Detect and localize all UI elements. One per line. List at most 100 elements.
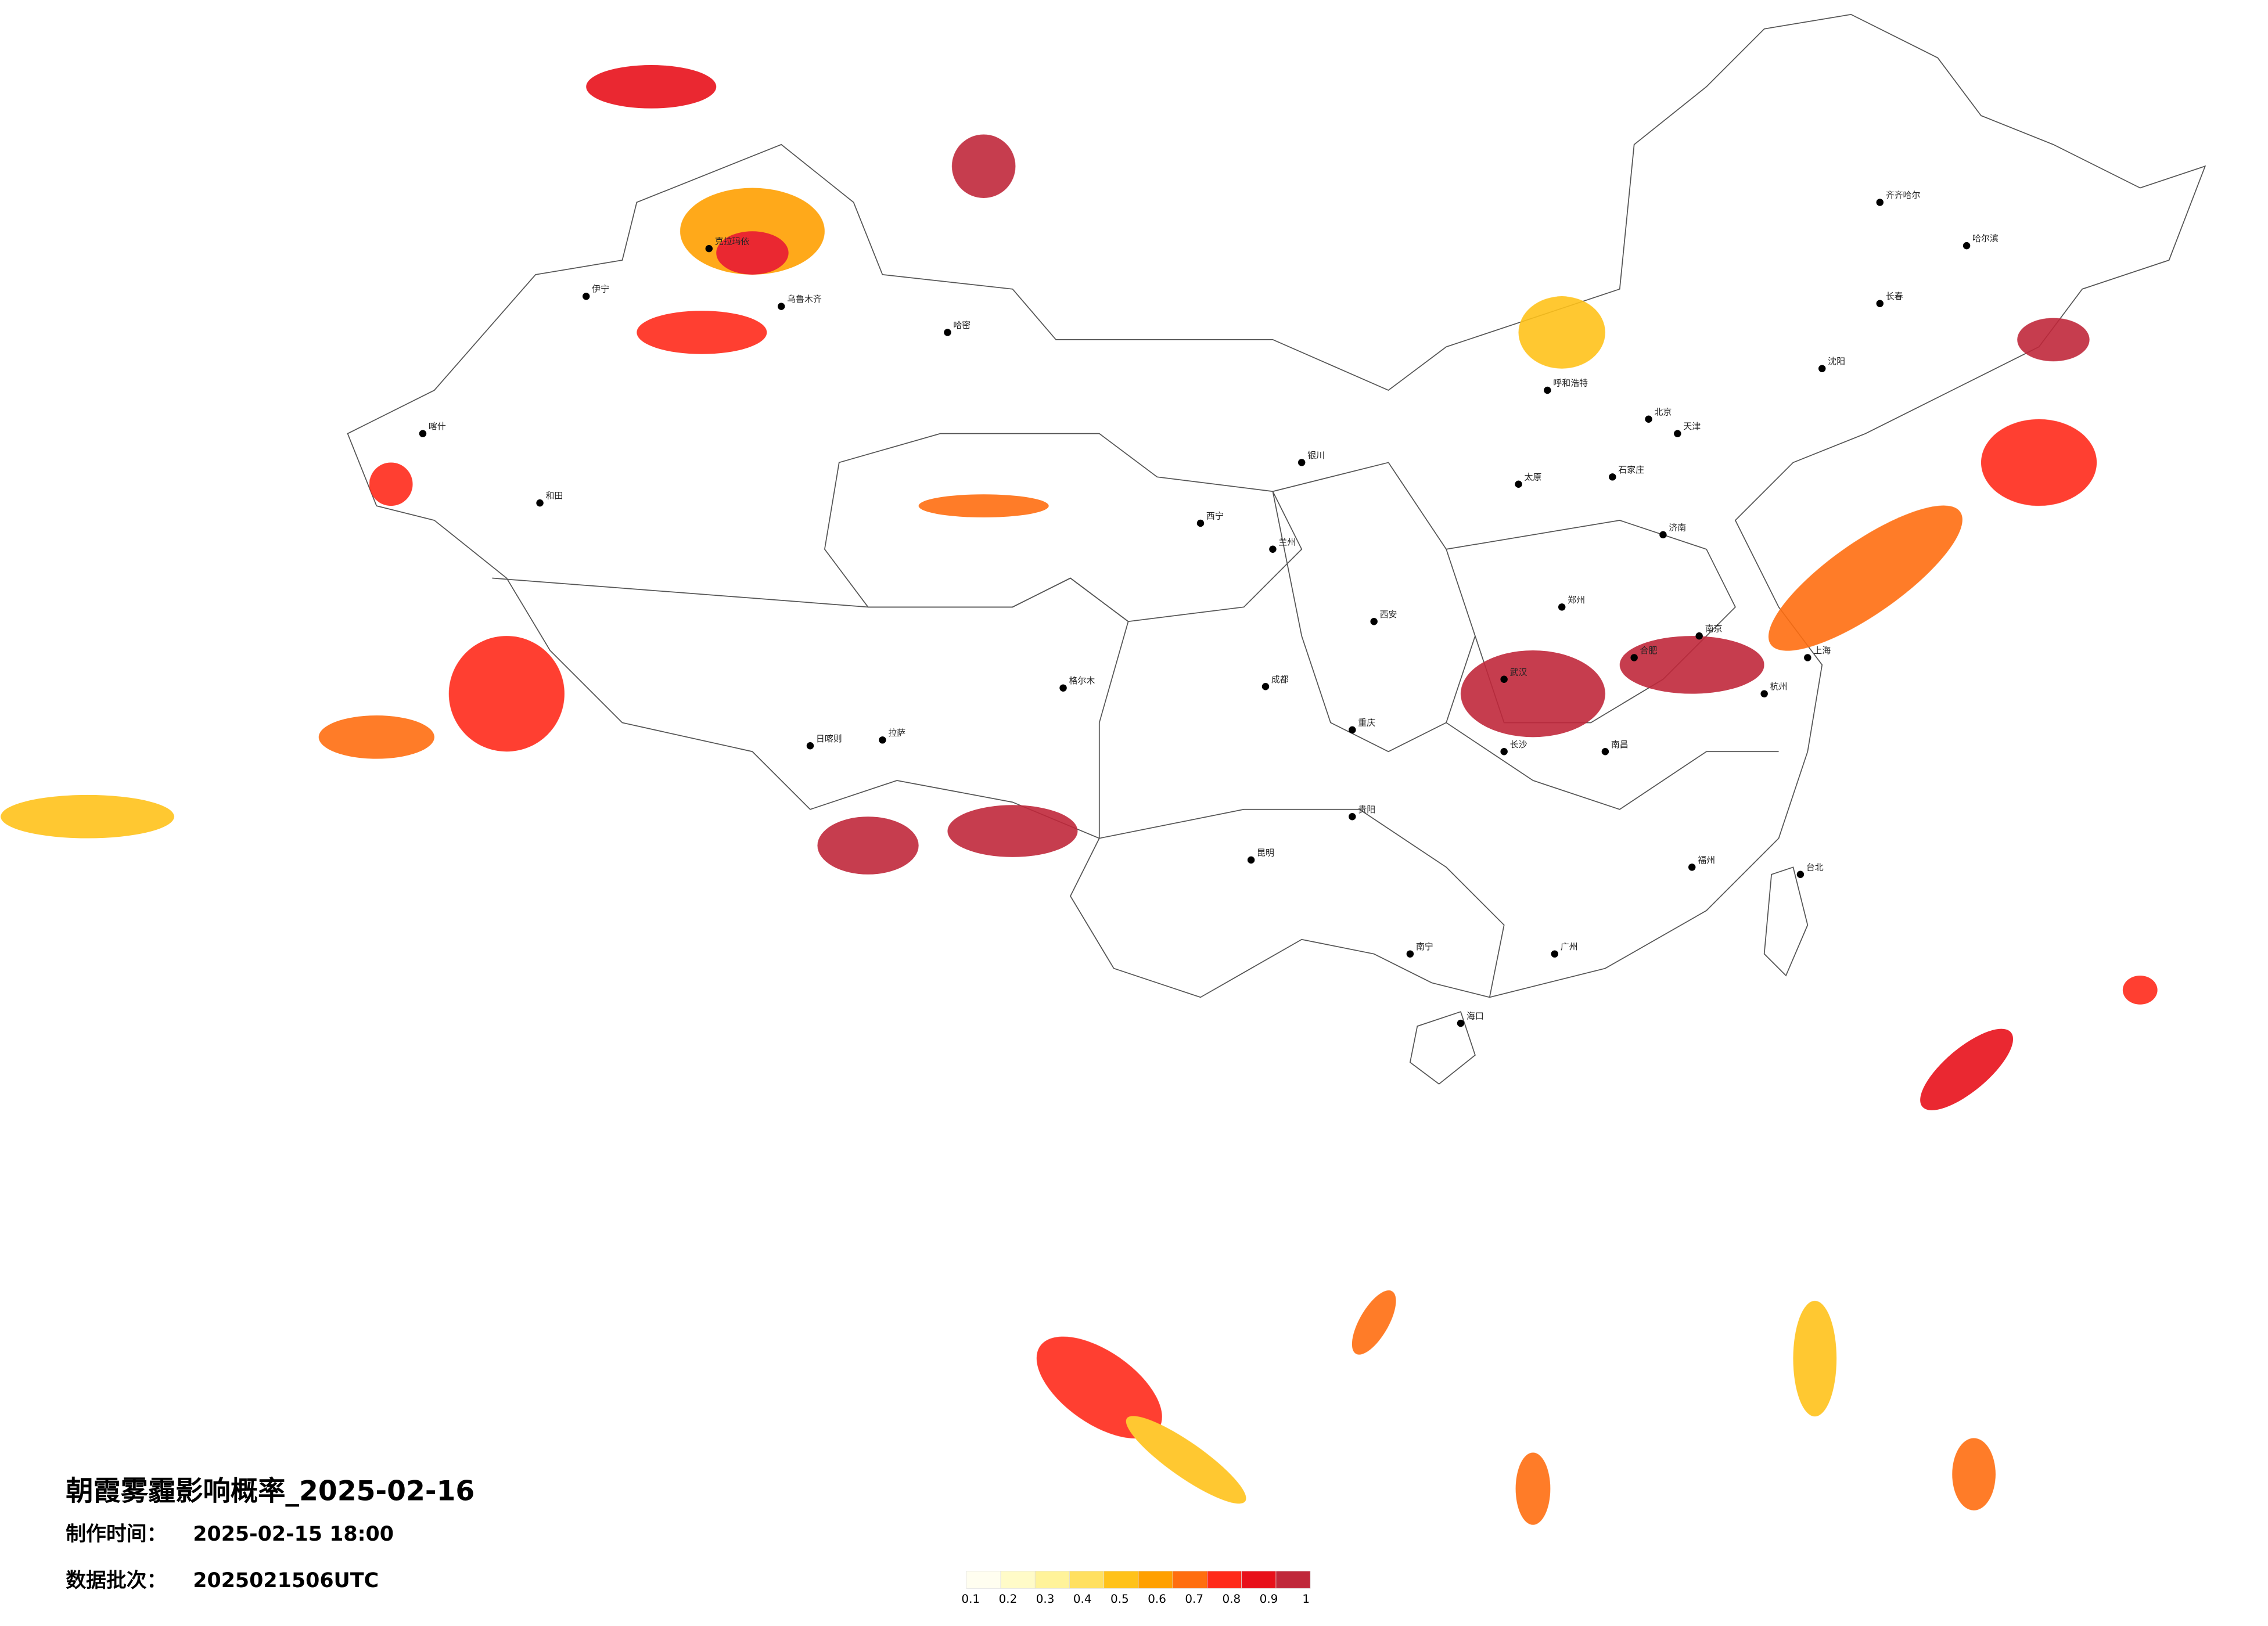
city-label: 武汉 [1510, 667, 1527, 677]
city-label: 北京 [1655, 406, 1672, 417]
legend-swatch [1138, 1571, 1173, 1589]
city-dot [1804, 654, 1811, 661]
city-dot [1297, 459, 1306, 466]
city-dot [1760, 690, 1768, 697]
city-label: 格尔木 [1069, 675, 1095, 686]
city-dot [1261, 683, 1270, 690]
city-label: 南宁 [1416, 941, 1433, 952]
city-dot [1796, 870, 1805, 878]
legend: 0.1 0.2 0.3 0.4 0.5 0.6 0.7 0.8 0.9 1 [961, 1571, 1311, 1606]
legend-swatch [1104, 1571, 1139, 1589]
city-label: 郑州 [1568, 595, 1585, 605]
legend-tick-label: 0.7 [1185, 1592, 1203, 1606]
city-label: 昆明 [1257, 847, 1274, 858]
city-label: 哈尔滨 [1972, 233, 1999, 244]
city-dot [1349, 726, 1356, 734]
city-label: 乌鲁木齐 [787, 294, 822, 304]
city-dot [1406, 950, 1414, 958]
city-label: 兰州 [1278, 537, 1296, 547]
city-dot [419, 430, 427, 437]
city-label: 石家庄 [1618, 465, 1644, 475]
city-label: 济南 [1669, 522, 1686, 533]
city-label: 呼和浩特 [1553, 378, 1588, 388]
city-label: 沈阳 [1828, 356, 1845, 366]
city-dot [1818, 365, 1826, 372]
data-batch: 2025021506UTC [193, 1569, 379, 1592]
legend-tick-label: 0.8 [1223, 1592, 1241, 1606]
city-label: 喀什 [429, 421, 446, 431]
city-label: 广州 [1561, 941, 1578, 952]
city-label: 福州 [1698, 855, 1715, 865]
city-label: 拉萨 [888, 728, 905, 738]
map-title: 朝霞雾霾影响概率_2025-02-16 [66, 1475, 475, 1507]
city-label: 海口 [1467, 1011, 1484, 1021]
legend-swatch [1034, 1571, 1070, 1589]
city-dot [1630, 654, 1638, 661]
city-dot [879, 736, 886, 744]
city-label: 长春 [1886, 291, 1903, 301]
city-dot [806, 742, 814, 750]
legend-swatch [1207, 1571, 1242, 1589]
legend-tick-label: 0.3 [1036, 1592, 1055, 1606]
city-label: 南昌 [1611, 739, 1629, 750]
make-time: 2025-02-15 18:00 [193, 1523, 394, 1546]
legend-swatch [1241, 1571, 1277, 1589]
city-dot [1544, 386, 1551, 394]
legend-tick-label: 0.4 [1073, 1592, 1092, 1606]
legend-swatch [966, 1571, 1001, 1589]
legend-swatch [1275, 1571, 1311, 1589]
city-label: 西宁 [1206, 511, 1224, 521]
make-time-label: 制作时间： [66, 1523, 167, 1546]
city-dot [1370, 618, 1378, 625]
city-label: 杭州 [1770, 681, 1788, 692]
city-label: 克拉玛依 [715, 236, 750, 247]
legend-tick-label: 1 [1302, 1592, 1310, 1606]
city-dot [705, 244, 713, 253]
city-label: 太原 [1525, 472, 1542, 482]
city-dot [1059, 684, 1067, 692]
city-dot [1196, 519, 1205, 527]
city-label: 银川 [1307, 450, 1325, 461]
legend-swatch [1069, 1571, 1105, 1589]
city-label: 上海 [1813, 645, 1831, 656]
city-dot [1876, 300, 1884, 307]
city-label: 台北 [1806, 862, 1824, 872]
legend-swatch [1172, 1571, 1207, 1589]
city-label: 和田 [546, 491, 563, 501]
city-label: 伊宁 [592, 284, 609, 294]
city-label: 日喀则 [816, 733, 842, 744]
legend-tick-label: 0.2 [999, 1592, 1018, 1606]
city-dot [1269, 545, 1277, 553]
city-dot [1500, 675, 1508, 683]
city-dot [1247, 856, 1255, 864]
city-dot [1674, 430, 1681, 437]
city-dot [536, 499, 544, 507]
city-dot [777, 303, 785, 310]
city-dot [1659, 531, 1667, 539]
city-label: 哈密 [953, 320, 971, 330]
city-label: 天津 [1683, 421, 1701, 431]
city-dot [1695, 632, 1703, 640]
city-dot [1688, 864, 1696, 871]
data-batch-label: 数据批次： [66, 1569, 167, 1592]
city-label: 合肥 [1640, 645, 1658, 656]
city-label: 南京 [1705, 624, 1723, 634]
haze-overlay [1, 65, 2158, 1525]
legend-swatch [1000, 1571, 1036, 1589]
city-dot [1500, 748, 1508, 756]
city-label: 齐齐哈尔 [1886, 190, 1921, 200]
legend-tick-label: 0.9 [1260, 1592, 1278, 1606]
city-label: 重庆 [1358, 717, 1375, 728]
city-dot [1551, 950, 1558, 958]
city-dot [1609, 473, 1616, 481]
city-dot [1558, 603, 1566, 611]
city-dot [944, 329, 951, 336]
city-label: 长沙 [1510, 739, 1527, 750]
city-dot [1963, 242, 1971, 250]
city-dot [582, 293, 590, 300]
city-dot [1349, 813, 1356, 821]
city-dot [1601, 748, 1609, 756]
